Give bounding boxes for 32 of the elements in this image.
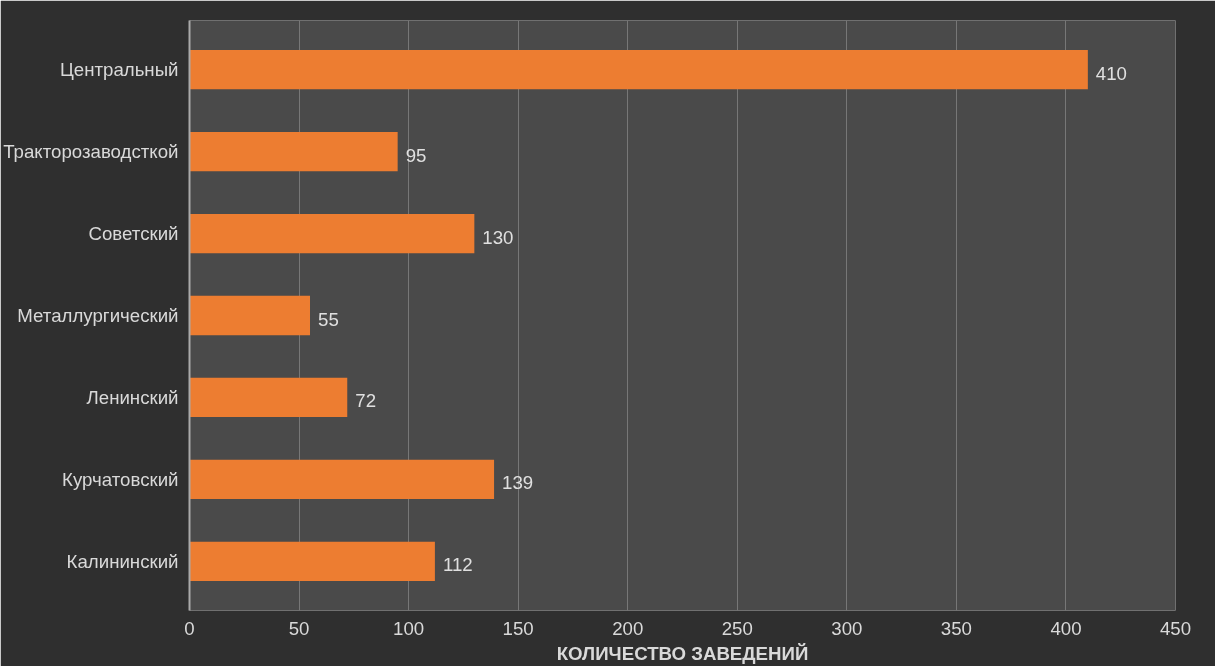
data-label: 112 — [442, 554, 473, 576]
x-tick-label: 0 — [184, 617, 195, 639]
x-tick-label: 250 — [721, 617, 753, 639]
bar — [189, 295, 311, 336]
bar — [189, 50, 1088, 90]
y-tick-label: Курчатовский — [62, 468, 179, 490]
x-tick-label: 300 — [831, 617, 863, 639]
y-tick-label: Калининский — [66, 550, 179, 572]
bar — [189, 213, 475, 254]
y-tick-label: Советский — [88, 223, 179, 245]
x-tick-label: 100 — [393, 617, 425, 639]
x-tick-label: 50 — [288, 617, 310, 639]
y-tick-label: Тракторозаводсткой — [3, 141, 179, 163]
bar — [189, 131, 398, 172]
y-tick-label: Ленинский — [86, 386, 179, 408]
bar — [189, 377, 348, 418]
data-label: 139 — [502, 472, 534, 494]
x-axis-title: КОЛИЧЕСТВО ЗАВЕДЕНИЙ — [556, 642, 809, 664]
x-tick-label: 200 — [612, 617, 644, 639]
data-label: 410 — [1095, 62, 1127, 84]
data-label: 72 — [355, 390, 377, 412]
bar — [189, 459, 495, 500]
x-tick-label: 150 — [502, 617, 534, 639]
y-tick-label: Металлургический — [17, 305, 179, 326]
data-label: 130 — [482, 226, 514, 248]
x-tick-label: 350 — [940, 617, 972, 639]
bar — [189, 541, 435, 581]
x-tick-label: 400 — [1050, 617, 1082, 639]
x-tick-label: 450 — [1159, 617, 1192, 639]
data-label: 55 — [318, 308, 339, 330]
data-label: 95 — [405, 144, 427, 166]
y-tick-label: Центральный — [59, 59, 179, 81]
